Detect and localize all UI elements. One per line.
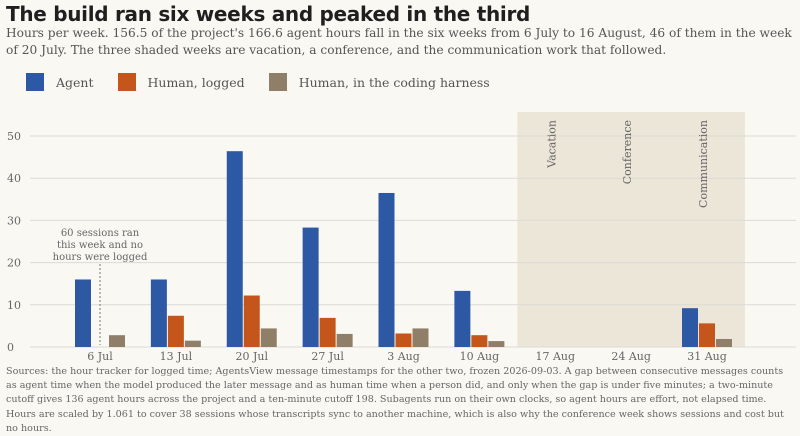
- x-tick-label: 13 Jul: [160, 350, 193, 363]
- bar-agent: [75, 279, 91, 347]
- shaded-week-label: Communication: [697, 120, 710, 208]
- bar-human-harness: [260, 328, 277, 347]
- bar-human-logged: [319, 317, 336, 347]
- legend-swatch-human-harness: [268, 73, 287, 91]
- annotation-text: 60 sessions ran: [61, 228, 140, 239]
- y-tick-label: 10: [7, 299, 21, 312]
- x-tick-label: 24 Aug: [611, 350, 651, 363]
- x-tick-label: 17 Aug: [535, 350, 575, 363]
- annotation-text: this week and no: [57, 240, 143, 251]
- annotation-text: hours were logged: [53, 252, 148, 263]
- bar-human-harness: [716, 338, 732, 347]
- legend-item-human-harness: Human, in the coding harness: [268, 73, 490, 91]
- bar-chart: 0 10 20 30 40 50 6 Jul 13 Jul 20 Jul 27 Jul 3 Aug 1…: [7, 112, 796, 363]
- bar-agent: [682, 308, 698, 347]
- bar-human-harness: [412, 328, 429, 347]
- shaded-week-label: Vacation: [545, 120, 558, 169]
- bar-agent: [302, 227, 319, 347]
- bar-human-logged: [395, 333, 412, 347]
- shaded-week-label: Conference: [621, 120, 634, 184]
- legend-item-agent: Agent: [26, 73, 94, 91]
- legend-label-human-harness: Human, in the coding harness: [298, 74, 490, 90]
- x-tick-label: 20 Jul: [235, 350, 268, 363]
- y-tick-label: 0: [7, 341, 14, 354]
- bar-human-logged: [699, 323, 715, 347]
- bar-human-logged: [471, 335, 488, 347]
- bar-agent: [454, 290, 471, 347]
- shaded-weeks-band: [517, 112, 745, 347]
- bar-human-harness: [184, 340, 201, 347]
- y-tick-label: 40: [7, 172, 21, 185]
- legend-label-human-logged: Human, logged: [147, 74, 245, 90]
- chart-subtitle: Hours per week. 156.5 of the project's 1…: [6, 26, 792, 57]
- bar-agent: [378, 192, 395, 347]
- x-tick-label: 3 Aug: [387, 350, 420, 363]
- bar-human-logged: [243, 295, 260, 347]
- y-tick-label: 50: [7, 130, 21, 143]
- x-tick-label: 6 Jul: [87, 350, 113, 363]
- sources-note: Sources: the hour tracker for logged tim…: [6, 366, 784, 434]
- x-tick-label: 27 Jul: [311, 350, 344, 363]
- legend-swatch-human-logged: [117, 73, 136, 91]
- legend-label-agent: Agent: [56, 74, 94, 90]
- bar-human-harness: [336, 333, 353, 347]
- legend: Agent Human, logged Human, in the coding…: [26, 73, 514, 91]
- chart-title: The build ran six weeks and peaked in th…: [6, 2, 531, 26]
- x-tick-label: 10 Aug: [460, 350, 500, 363]
- y-tick-label: 30: [7, 214, 21, 227]
- bar-human-harness: [109, 335, 125, 347]
- bar-human-harness: [488, 341, 505, 347]
- bar-agent: [150, 279, 167, 347]
- x-tick-label: 31 Aug: [687, 350, 727, 363]
- bar-human-logged: [167, 315, 184, 347]
- legend-item-human-logged: Human, logged: [117, 73, 245, 91]
- legend-swatch-agent: [26, 73, 44, 91]
- y-tick-label: 20: [7, 257, 21, 270]
- bar-agent: [226, 151, 243, 347]
